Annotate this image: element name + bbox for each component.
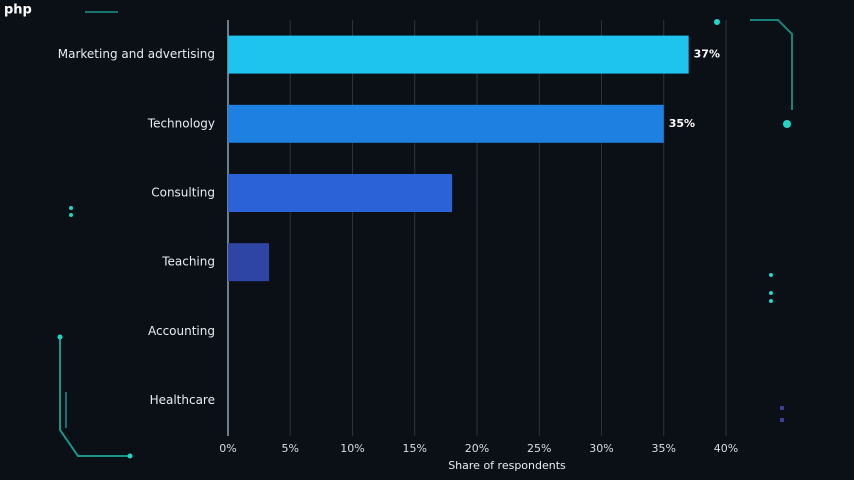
watermark: php [4,3,32,18]
decoration [57,11,793,459]
bar [228,174,453,212]
value-label: 37% [694,48,720,61]
x-tick-label: 10% [340,442,364,455]
category-label: Consulting [151,186,215,200]
bar [228,104,664,143]
x-axis-title: Share of respondents [448,459,566,472]
category-label: Technology [147,116,215,130]
bar [228,35,689,74]
x-tick-label: 0% [219,442,236,455]
x-tick-label: 30% [589,442,613,455]
category-label: Marketing and advertising [58,47,215,61]
x-tick-label: 25% [527,442,551,455]
category-label: Healthcare [150,393,215,407]
category-label: Teaching [161,255,215,269]
value-label: 35% [669,117,695,130]
x-tick-label: 35% [652,442,676,455]
category-label: Accounting [148,324,215,338]
x-tick-label: 20% [465,442,489,455]
x-tick-label: 40% [714,442,738,455]
bar [228,243,270,282]
x-tick-label: 15% [403,442,427,455]
x-tick-label: 5% [282,442,299,455]
